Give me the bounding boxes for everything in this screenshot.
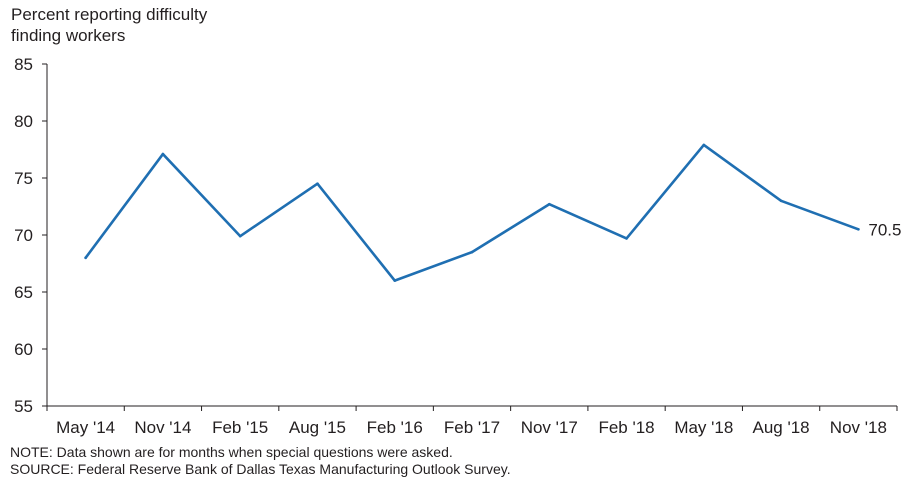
- source-text: SOURCE: Federal Reserve Bank of Dallas T…: [10, 461, 511, 477]
- x-tick-label: Aug '18: [753, 418, 810, 437]
- x-tick-label: Nov '17: [521, 418, 578, 437]
- data-point: [238, 234, 242, 238]
- x-tick-label: Feb '18: [598, 418, 654, 437]
- x-tick-label: May '14: [56, 418, 115, 437]
- y-tick-label: 80: [14, 112, 33, 131]
- data-point: [779, 199, 783, 203]
- x-tick-label: May '18: [674, 418, 733, 437]
- x-tick-label: Nov '14: [134, 418, 191, 437]
- y-axis-title: Percent reporting difficulty finding wor…: [11, 5, 208, 45]
- y-tick-label: 70: [14, 226, 33, 245]
- x-tick-label: Feb '15: [212, 418, 268, 437]
- note-text: NOTE: Data shown are for months when spe…: [10, 444, 453, 460]
- line-chart: 55 60 65 70 75 80 85 May '14 Nov '14 Feb '15 Aug '…: [14, 55, 901, 437]
- y-tick-label: 85: [14, 55, 33, 74]
- y-tick-label: 75: [14, 169, 33, 188]
- y-tick-label: 65: [14, 283, 33, 302]
- x-tick-label: Feb '16: [367, 418, 423, 437]
- data-point: [316, 182, 319, 185]
- x-tick-label: Nov '18: [830, 418, 887, 437]
- data-point: [547, 202, 551, 206]
- x-tick-label: Feb '17: [444, 418, 500, 437]
- data-point: [161, 152, 165, 156]
- chart-notes: NOTE: Data shown are for months when spe…: [10, 444, 511, 478]
- data-point: [470, 250, 474, 254]
- data-point: [702, 143, 706, 147]
- data-point: [625, 237, 628, 240]
- x-tick-label: Aug '15: [289, 418, 346, 437]
- y-tick-label: 60: [14, 340, 33, 359]
- data-point: [857, 228, 860, 231]
- y-tick-label: 55: [14, 397, 33, 416]
- series-line: [84, 143, 860, 282]
- end-data-label: 70.5: [868, 220, 901, 239]
- data-point: [393, 279, 397, 282]
- data-point: [84, 256, 87, 260]
